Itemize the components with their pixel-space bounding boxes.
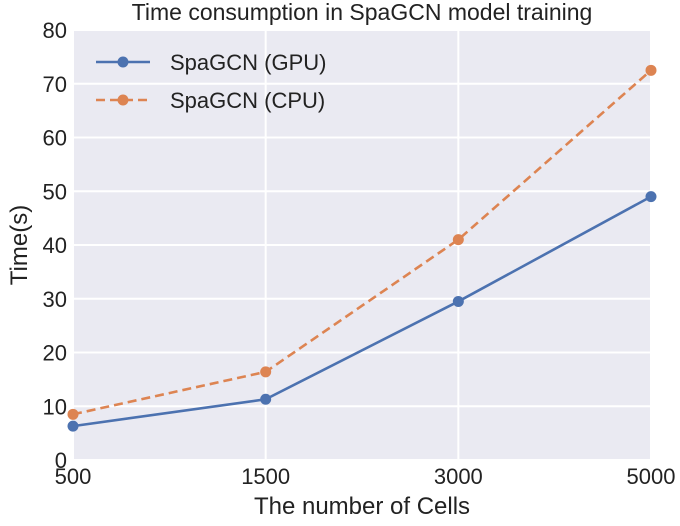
legend-label-spagcn-gpu: SpaGCN (GPU) bbox=[170, 50, 326, 75]
legend: SpaGCN (GPU) SpaGCN (CPU) bbox=[96, 50, 326, 113]
data-point-spagcn-gpu bbox=[452, 295, 464, 307]
x-tick-label: 3000 bbox=[434, 464, 483, 489]
x-axis-label: The number of Cells bbox=[254, 493, 470, 520]
legend-label-spagcn-cpu: SpaGCN (CPU) bbox=[170, 88, 325, 113]
series-line-spagcn-cpu bbox=[72, 69, 652, 416]
x-tick-label: 500 bbox=[55, 464, 92, 489]
y-tick-label: 40 bbox=[43, 233, 67, 258]
legend-marker-spagcn-cpu bbox=[117, 94, 129, 106]
y-tick-label: 20 bbox=[43, 341, 67, 366]
data-point-spagcn-gpu bbox=[67, 420, 79, 432]
data-point-spagcn-cpu bbox=[452, 234, 464, 246]
legend-marker-spagcn-gpu bbox=[117, 56, 129, 68]
data-point-spagcn-gpu bbox=[645, 191, 657, 203]
chart-title: Time consumption in SpaGCN model trainin… bbox=[132, 0, 593, 25]
data-point-spagcn-gpu bbox=[260, 393, 272, 405]
series-line-spagcn-gpu bbox=[72, 195, 652, 428]
y-tick-label: 10 bbox=[43, 394, 67, 419]
x-tick-label: 5000 bbox=[627, 464, 676, 489]
x-tick-label: 1500 bbox=[241, 464, 290, 489]
x-tick-labels: 500 1500 3000 5000 bbox=[55, 464, 676, 489]
data-point-spagcn-cpu bbox=[67, 408, 79, 420]
y-tick-label: 80 bbox=[43, 18, 67, 43]
y-tick-label: 0 bbox=[55, 448, 67, 473]
y-axis-label: Time(s) bbox=[6, 205, 33, 285]
y-tick-label: 50 bbox=[43, 179, 67, 204]
y-tick-label: 30 bbox=[43, 287, 67, 312]
data-point-spagcn-cpu bbox=[645, 64, 657, 76]
gridlines bbox=[72, 29, 652, 461]
y-tick-labels: 0 10 20 30 40 50 60 70 80 bbox=[43, 18, 67, 473]
data-point-spagcn-cpu bbox=[260, 366, 272, 378]
y-tick-label: 70 bbox=[43, 72, 67, 97]
y-tick-label: 60 bbox=[43, 126, 67, 151]
data-series bbox=[67, 64, 657, 432]
